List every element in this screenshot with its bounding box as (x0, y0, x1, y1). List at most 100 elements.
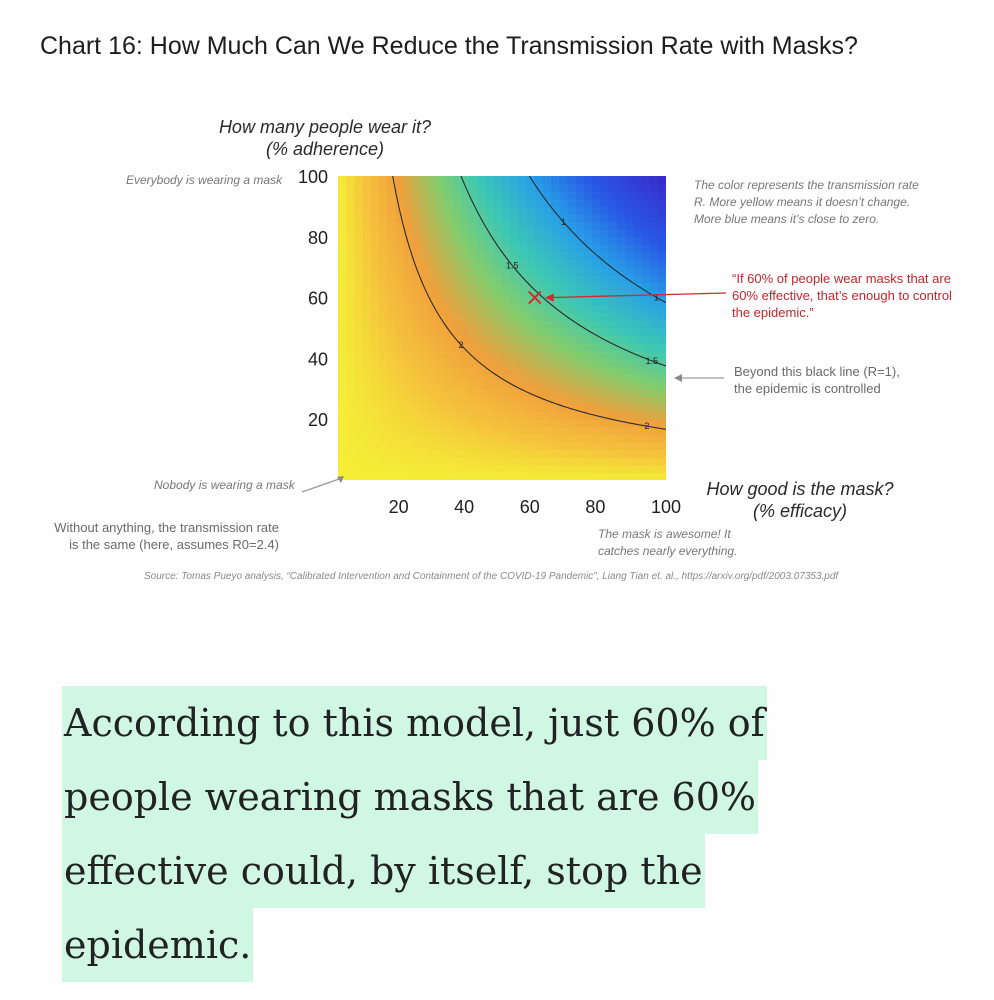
heat-cell (510, 305, 519, 314)
heat-cell (543, 320, 552, 329)
heat-cell (420, 244, 429, 253)
heat-cell (370, 328, 380, 337)
heat-cell (436, 335, 446, 344)
heat-cell (338, 426, 347, 435)
heat-cell (543, 442, 552, 451)
heat-cell (436, 267, 446, 276)
heat-cell (592, 252, 601, 261)
heat-cell (575, 214, 585, 223)
heat-cell (493, 426, 503, 435)
heat-cell (469, 472, 478, 480)
heat-cell (428, 267, 437, 276)
heat-cell (502, 274, 511, 283)
note-without-line1: Without anything, the transmission rate (54, 520, 279, 535)
heat-cell (510, 198, 519, 207)
heat-cell (346, 426, 355, 435)
heat-cell (608, 411, 618, 420)
heat-cell (420, 358, 429, 367)
heat-cell (575, 191, 585, 200)
heat-cell (543, 328, 552, 337)
heat-cell (362, 457, 372, 466)
heat-cell (502, 449, 511, 458)
heat-cell (436, 206, 446, 215)
heat-cell (387, 206, 396, 215)
heat-cell (526, 221, 536, 230)
heat-cell (584, 472, 593, 480)
heat-cell (387, 274, 396, 283)
heat-cell (649, 290, 659, 299)
heat-cell (403, 434, 413, 443)
heat-cell (379, 252, 388, 261)
heat-cell (411, 434, 421, 443)
heat-cell (428, 229, 437, 238)
heat-cell (633, 373, 642, 382)
heat-cell (354, 244, 364, 253)
heat-cell (354, 236, 364, 245)
heat-cell (477, 426, 487, 435)
heat-cell (493, 274, 503, 283)
heat-cell (395, 305, 405, 314)
heat-cell (354, 191, 364, 200)
heat-cell (649, 305, 659, 314)
heat-cell (633, 464, 642, 473)
heat-cell (452, 176, 462, 185)
heat-cell (633, 396, 642, 405)
heat-cell (534, 214, 544, 223)
heat-cell (584, 305, 593, 314)
heat-cell (534, 191, 544, 200)
heat-cell (411, 373, 421, 382)
heat-cell (543, 244, 552, 253)
heat-cell (608, 198, 618, 207)
heat-cell (395, 274, 405, 283)
heat-cell (502, 229, 511, 238)
heat-cell (584, 343, 593, 352)
heat-cell (387, 442, 396, 451)
heat-cell (338, 236, 347, 245)
heat-cell (452, 183, 462, 192)
heat-cell (534, 366, 544, 375)
heat-cell (575, 396, 585, 405)
heat-cell (534, 388, 544, 397)
heat-cell (518, 335, 528, 344)
heat-cell (370, 244, 380, 253)
heat-cell (461, 191, 470, 200)
heat-cell (625, 396, 634, 405)
heat-cell (469, 366, 478, 375)
heat-cell (362, 328, 372, 337)
heat-cell (411, 221, 421, 230)
heat-cell (493, 411, 503, 420)
heat-cell (379, 434, 388, 443)
heat-cell (452, 259, 462, 268)
heat-cell (510, 419, 519, 428)
heat-cell (633, 191, 642, 200)
heat-cell (526, 358, 536, 367)
y-tick-label: 40 (308, 349, 328, 369)
heat-cell (411, 290, 421, 299)
heat-cell (411, 457, 421, 466)
heat-cell (469, 404, 478, 413)
heat-cell (403, 457, 413, 466)
heat-cell (477, 297, 487, 306)
heat-cell (608, 297, 618, 306)
heat-cell (526, 252, 536, 261)
heat-cell (403, 176, 413, 185)
heat-cell (411, 229, 421, 238)
heat-cell (567, 396, 577, 405)
heat-cell (461, 335, 470, 344)
heat-cell (469, 221, 478, 230)
heat-cell (403, 464, 413, 473)
heat-cell (584, 442, 593, 451)
heat-cell (362, 282, 372, 291)
quote-line-4: epidemic. (62, 908, 254, 982)
heat-cell (551, 434, 560, 443)
heat-cell (387, 229, 396, 238)
heat-cell (633, 419, 642, 428)
heat-cell (534, 396, 544, 405)
heat-cell (387, 305, 396, 314)
heat-cell (346, 472, 355, 480)
heat-cell (649, 214, 659, 223)
heat-cell (338, 305, 347, 314)
heat-cell (534, 335, 544, 344)
heat-cell (649, 472, 659, 480)
heat-cell (346, 449, 355, 458)
